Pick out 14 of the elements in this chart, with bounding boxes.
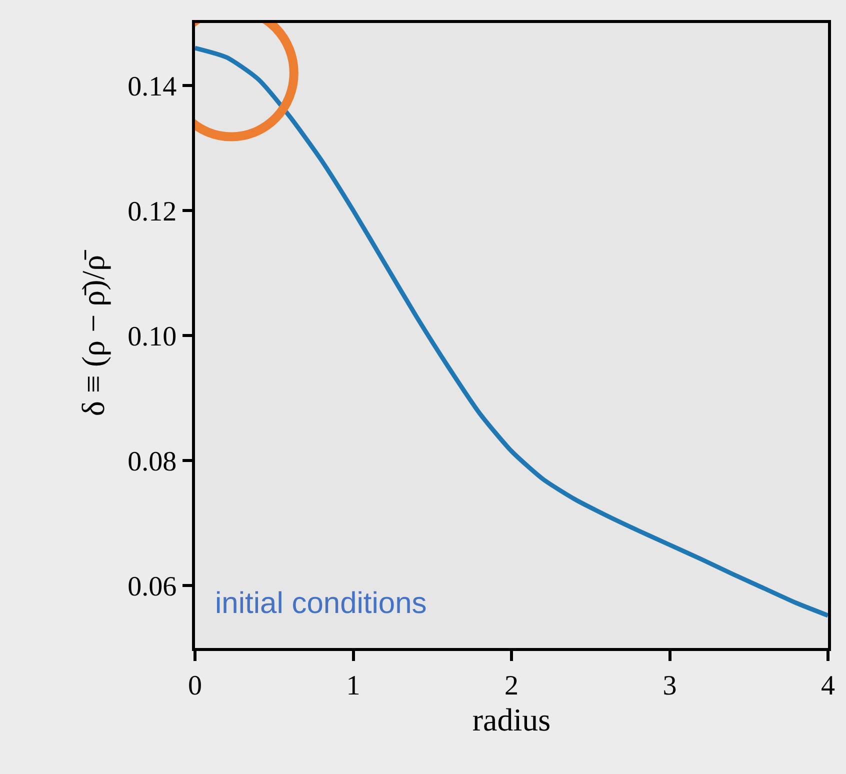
- y-tick-label: 0.06: [128, 571, 177, 602]
- x-tick-label: 2: [504, 670, 518, 702]
- line-series: [195, 46, 828, 618]
- text: initial conditions: [215, 587, 427, 620]
- y-tick-label: 0.10: [128, 321, 177, 352]
- y-tick-label: 0.14: [128, 71, 177, 102]
- x-tick-label: 4: [821, 670, 835, 702]
- y-tick-label: 0.08: [128, 446, 177, 478]
- y-axis-title: δ ≡ (ρ − ρ̄)/ρ̄: [74, 250, 111, 416]
- x-axis-title: radius: [472, 701, 551, 738]
- y-tick-label: 0.12: [128, 196, 177, 228]
- x-tick-label: 3: [662, 670, 677, 702]
- x-tick-label: 0: [188, 670, 202, 702]
- x-tick-label: 1: [346, 670, 360, 702]
